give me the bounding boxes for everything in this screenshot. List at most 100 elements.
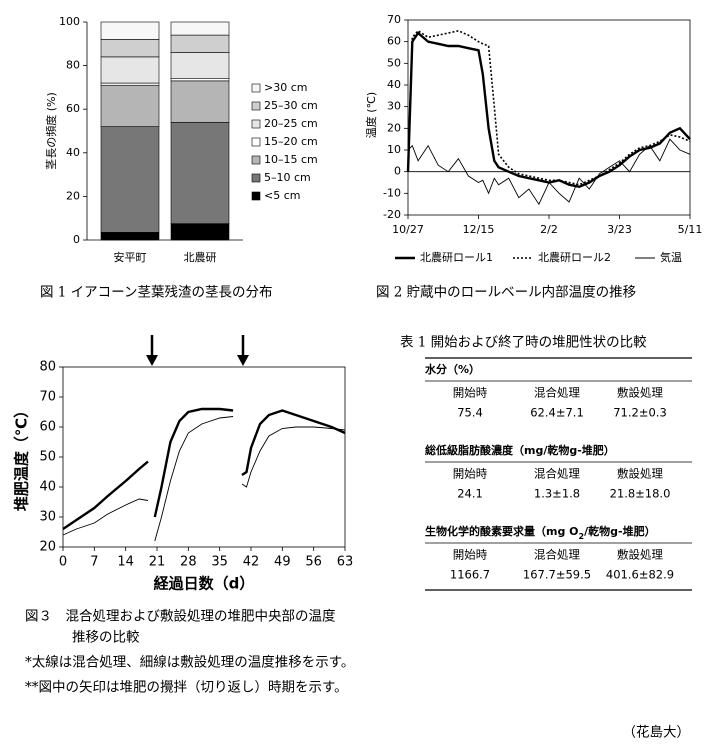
arrows (146, 335, 249, 366)
column-header: 開始時 (453, 548, 488, 562)
bar-segment (100, 84, 160, 127)
legend-swatch (251, 155, 261, 165)
y-tick-label: 20 (39, 540, 56, 555)
bar-segment (100, 232, 160, 241)
cell: 75.4 (457, 406, 483, 420)
y-tick-label: 0 (73, 233, 80, 246)
arrow-head (237, 355, 249, 366)
cell: 21.8±18.0 (610, 487, 671, 501)
caption: 図 2 貯蔵中のロールベール内部温度の推移 (376, 285, 636, 301)
cell: 167.7±59.5 (523, 568, 591, 582)
section-heading: 生物化学的酸素要求量（mg O2/乾物g-堆肥） (425, 524, 656, 541)
y-tick-label: 30 (39, 510, 56, 525)
bar-segment (170, 80, 230, 123)
x-tick-label: 28 (180, 555, 197, 570)
x-tick-label: 7 (90, 555, 98, 570)
x-tick-label: 3/23 (607, 223, 632, 236)
arrow-head (146, 355, 158, 366)
bar-segment (100, 56, 160, 84)
author: （花島大） (623, 725, 691, 741)
legend-swatch (251, 191, 261, 201)
y-tick-label: 80 (66, 59, 80, 72)
column-header: 開始時 (453, 386, 488, 400)
caption: 図 1 イアコーン茎葉残渣の茎長の分布 (40, 285, 273, 301)
cell: 24.1 (457, 487, 483, 501)
y-tick-label: 50 (387, 56, 401, 69)
y-tick-label: 20 (387, 121, 401, 134)
y-tick-label: 40 (387, 78, 401, 91)
y-tick-label: 0 (394, 165, 401, 178)
heading-part: /乾物g-堆肥） (584, 524, 655, 538)
legend-label: 北農研ロール2 (538, 250, 611, 264)
bar-segment (170, 223, 230, 241)
bar-segment (100, 82, 160, 86)
bar-segment (170, 121, 230, 224)
x-tick-label: 0 (59, 555, 67, 570)
plot-frame (407, 19, 691, 216)
bar-segment (170, 34, 230, 53)
bar-segment (100, 126, 160, 233)
section-heading: 水分（%） (425, 362, 480, 376)
y-tick-label: 30 (387, 100, 401, 113)
cell: 71.2±0.3 (613, 406, 667, 420)
legend-label: 気温 (660, 250, 682, 264)
y-tick-label: 40 (39, 480, 56, 495)
y-tick-label: 60 (66, 102, 80, 115)
heading-part: 総低級脂肪酸濃度（mg/乾物g-堆肥） (425, 443, 615, 457)
x-axis-label: 経過日数（d） (154, 575, 255, 593)
note: **図中の矢印は堆肥の攪拌（切り返し）時期を示す。 (25, 680, 348, 696)
heading-part: 2 (579, 532, 585, 541)
y-tick-label: 60 (387, 35, 401, 48)
y-axis-label: 温度 (℃) (364, 92, 378, 138)
y-tick-label: 100 (59, 15, 80, 28)
heading-part: 水分（%） (425, 362, 480, 376)
table-title: 表 1 開始および終了時の堆肥性状の比較 (400, 335, 647, 351)
caption: 推移の比較 (72, 630, 140, 646)
x-tick-label: 北農研 (184, 250, 217, 264)
column-header: 混合処理 (534, 548, 580, 562)
plot-frame (62, 366, 346, 548)
x-tick-label: 49 (274, 555, 291, 570)
x-tick-label: 5/11 (678, 223, 703, 236)
series-line (407, 138, 691, 206)
y-tick-label: 70 (39, 390, 56, 405)
section-heading: 総低級脂肪酸濃度（mg/乾物g-堆肥） (425, 443, 615, 457)
legend-label: 10–15 cm (264, 153, 318, 166)
column-header: 混合処理 (534, 386, 580, 400)
bar-segment (170, 52, 230, 79)
column-header: 敷設処理 (617, 386, 663, 400)
x-tick-label: 42 (243, 555, 260, 570)
x-tick-label: 安平町 (114, 250, 147, 264)
x-tick-label: 12/15 (463, 223, 495, 236)
legend-label: 北農研ロール1 (420, 250, 493, 264)
column-header: 開始時 (453, 467, 488, 481)
series-line (62, 407, 346, 530)
x-tick-label: 56 (305, 555, 322, 570)
series-line (62, 416, 346, 542)
legend-swatch (251, 101, 261, 111)
bar-segment (170, 78, 230, 82)
legend-label: <5 cm (264, 189, 300, 202)
bar-segment (100, 21, 160, 40)
series-line (406, 31, 691, 189)
y-tick-label: -20 (383, 208, 401, 221)
x-tick-label: 14 (117, 555, 134, 570)
legend-label: 15–20 cm (264, 135, 318, 148)
x-tick-label: 21 (149, 555, 166, 570)
x-tick-label: 10/27 (392, 223, 424, 236)
x-tick-label: 63 (337, 555, 354, 570)
y-tick-label: 80 (39, 360, 56, 375)
cell: 1166.7 (450, 568, 490, 582)
bar-segment (170, 21, 230, 36)
y-tick-label: 60 (39, 420, 56, 435)
legend-label: 25–30 cm (264, 99, 318, 112)
column-header: 混合処理 (534, 467, 580, 481)
legend-swatch (251, 173, 261, 183)
legend-swatch (251, 137, 261, 147)
y-axis-label: 堆肥温度（℃） (13, 403, 31, 511)
cell: 1.3±1.8 (534, 487, 580, 501)
legend-label: 5–10 cm (264, 171, 311, 184)
cell: 62.4±7.1 (530, 406, 584, 420)
column-header: 敷設処理 (617, 467, 663, 481)
cell: 401.6±82.9 (606, 568, 674, 582)
